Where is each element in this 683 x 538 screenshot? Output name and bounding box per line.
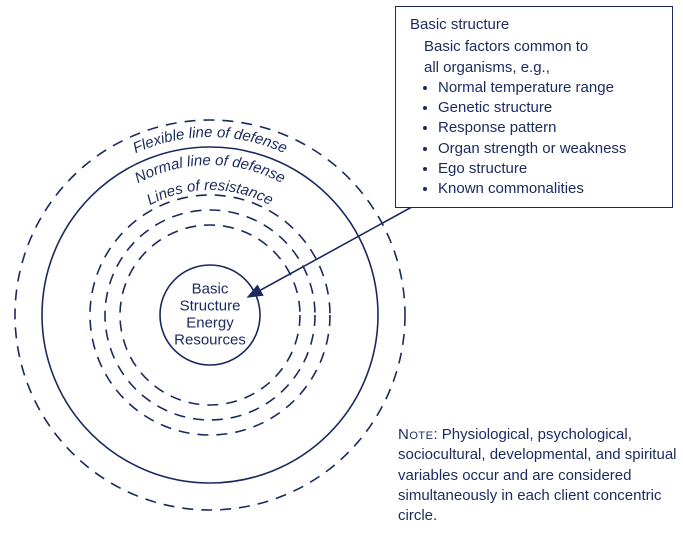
infobox-list: Normal temperature rangeGenetic structur… [410, 78, 662, 200]
basic-structure-box: Basic structure Basic factors common to … [395, 6, 673, 208]
infobox-subtitle-l1: Basic factors common to [424, 37, 662, 57]
note-text: Note: Physiological, psychological, soci… [398, 425, 678, 526]
infobox-item: Ego structure [438, 159, 662, 179]
infobox-item: Genetic structure [438, 98, 662, 118]
infobox-item: Organ strength or weakness [438, 139, 662, 159]
infobox-title: Basic structure [410, 15, 662, 35]
center-line: Resources [174, 332, 246, 349]
infobox-item: Response pattern [438, 118, 662, 138]
center-core-label: BasicStructureEnergyResources [174, 281, 246, 349]
infobox-subtitle-l2: all organisms, e.g., [424, 58, 662, 78]
infobox-item: Normal temperature range [438, 78, 662, 98]
center-line: Basic [192, 281, 229, 298]
center-line: Energy [186, 315, 234, 332]
center-line: Structure [180, 298, 241, 315]
infobox-item: Known commonalities [438, 179, 662, 199]
